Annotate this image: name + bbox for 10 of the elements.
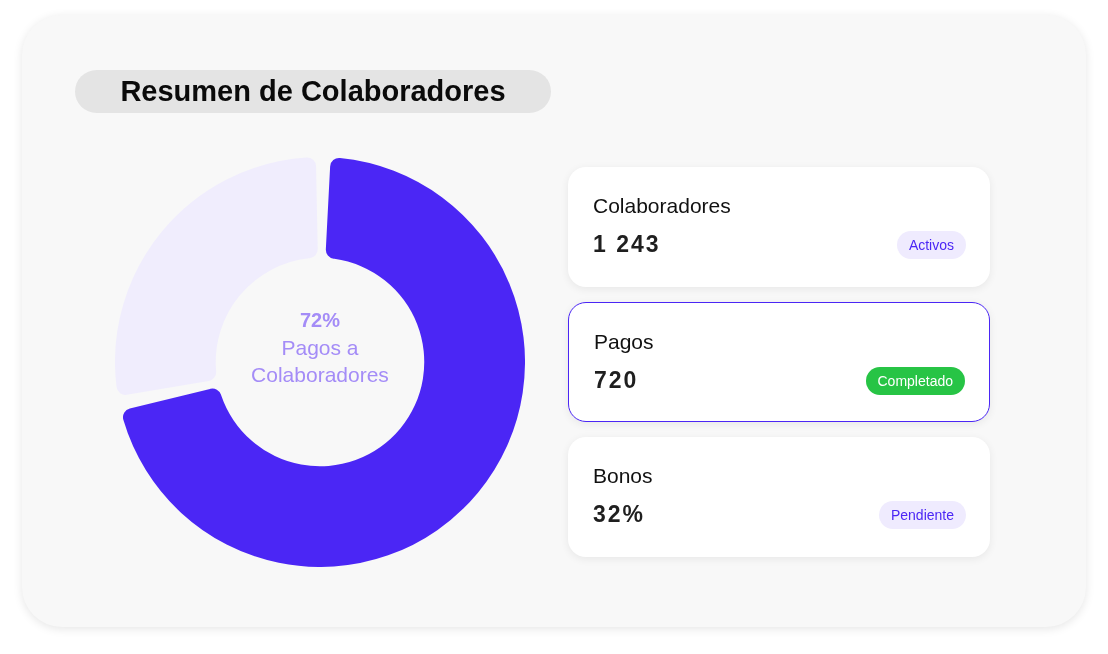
slice-label: Pagos a Colaboradores (250, 335, 390, 388)
chart-title: Resumen de Colaboradores (120, 75, 506, 108)
status-badge: Completado (865, 367, 965, 395)
title-pill: Resumen de Colaboradores (75, 70, 551, 113)
data-label: 72% (299, 308, 341, 333)
stat-card: Colaboradores 1 243 Activos (568, 167, 990, 287)
stat-card: Pagos 720 Completado (568, 302, 990, 422)
stat-card: Bonos 32% Pendiente (568, 437, 990, 557)
status-badge: Pendiente (878, 501, 966, 529)
status-badge: Activos (896, 231, 966, 259)
